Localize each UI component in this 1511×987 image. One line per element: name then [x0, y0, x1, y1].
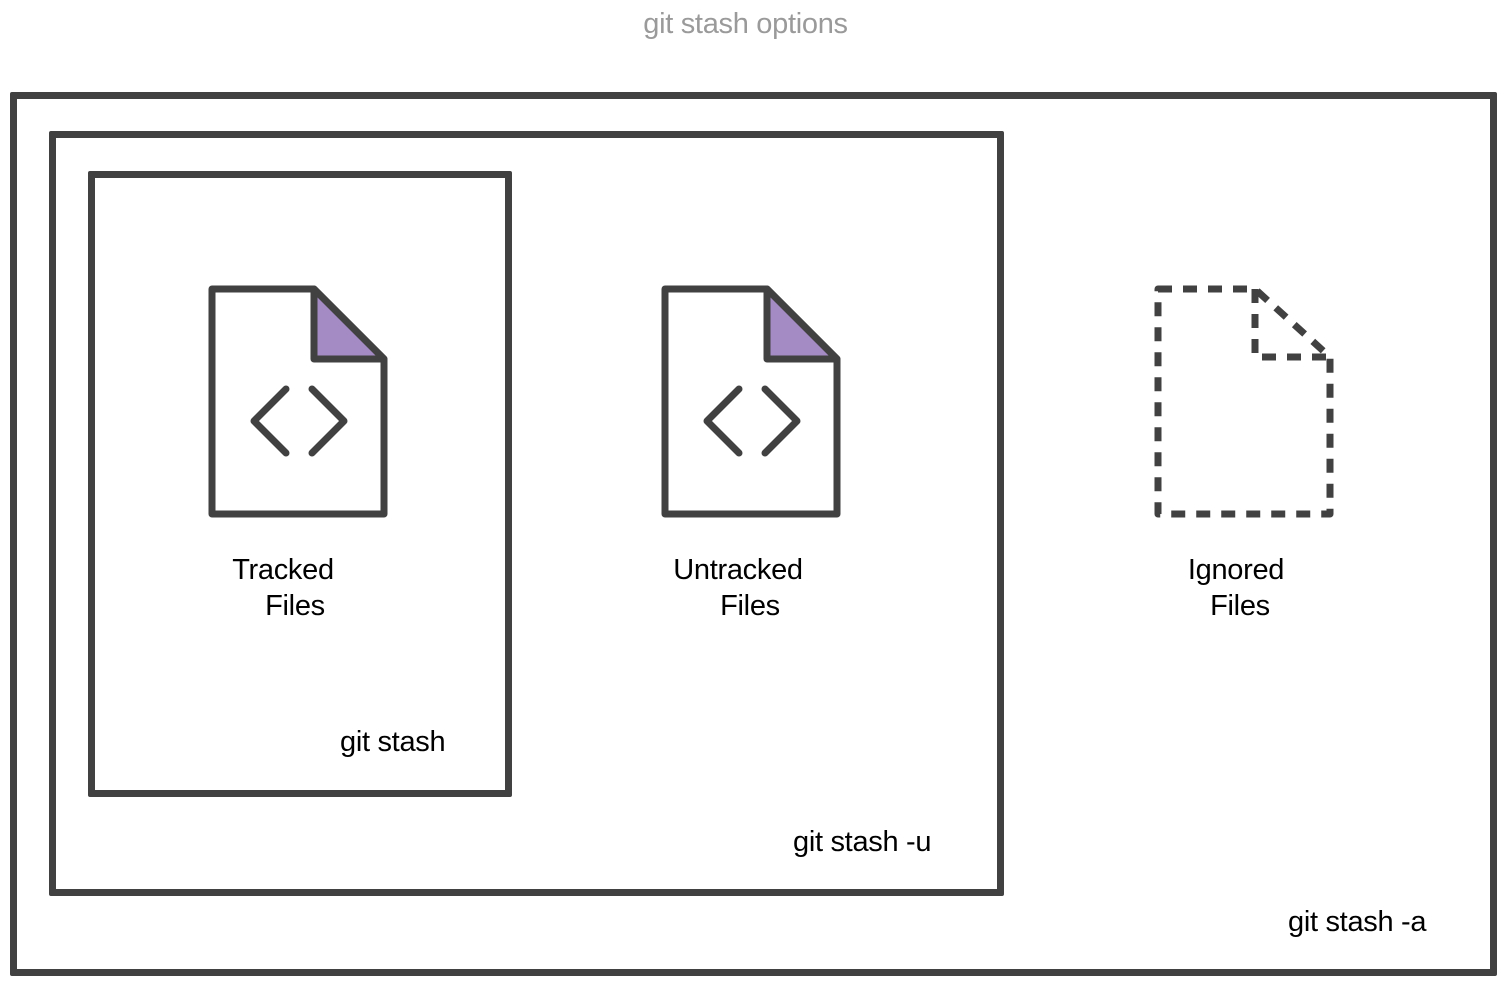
untracked-file-icon: [661, 285, 841, 518]
git-stash-command-label: git stash: [340, 726, 446, 758]
untracked-files-label-line1: Untracked: [673, 554, 803, 586]
ignored-files-label: Ignored Files: [1150, 552, 1330, 624]
git-stash-a-command-label: git stash -a: [1288, 906, 1427, 938]
diagram-title: git stash options: [643, 8, 848, 40]
untracked-files-label: Untracked Files: [655, 552, 845, 624]
git-stash-u-command-label: git stash -u: [793, 826, 932, 858]
tracked-files-label: Tracked Files: [205, 552, 385, 624]
tracked-files-label-line2: Files: [265, 590, 325, 622]
tracked-files-label-line1: Tracked: [232, 554, 334, 586]
git-stash-untracked-container: [49, 131, 1004, 896]
ignored-file-icon: [1154, 285, 1334, 518]
tracked-file-icon: [208, 285, 388, 518]
ignored-files-label-line2: Files: [1210, 590, 1270, 622]
ignored-files-label-line1: Ignored: [1187, 554, 1285, 586]
git-stash-all-container: [10, 92, 1497, 976]
git-stash-container: [88, 171, 512, 797]
untracked-files-label-line2: Files: [720, 590, 780, 622]
